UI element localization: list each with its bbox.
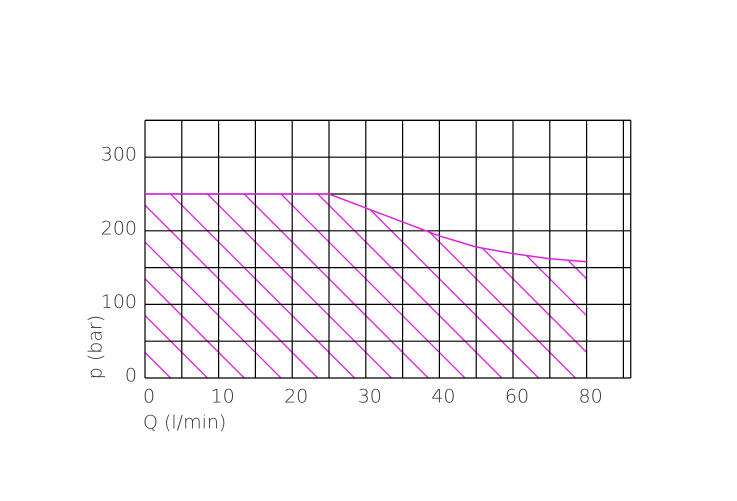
hatch-line <box>649 120 737 378</box>
y-tick-label: 300 <box>101 144 137 166</box>
hatch-line <box>145 194 356 378</box>
hatch-line <box>145 194 392 378</box>
hatch-line <box>145 194 245 378</box>
hatch-line <box>390 194 587 378</box>
hatch-line <box>243 194 503 378</box>
hatch-line <box>574 194 587 378</box>
hatch-line <box>145 194 319 378</box>
curve <box>145 193 587 263</box>
y-tick-label: 200 <box>101 217 137 239</box>
hatch-line <box>145 194 282 378</box>
hatch-line <box>0 120 60 378</box>
x-tick-label: 60 <box>505 386 529 408</box>
hatch-line <box>206 194 466 378</box>
x-axis-label: Q (l/min) <box>143 412 226 434</box>
x-tick-label: 40 <box>431 386 455 408</box>
x-tick-label: 0 <box>143 386 155 408</box>
grid <box>144 119 632 379</box>
x-tick-label: 20 <box>284 386 308 408</box>
y-tick-label: 0 <box>125 365 137 387</box>
hatch-line <box>317 194 576 378</box>
y-axis-label: p (bar) <box>85 315 107 379</box>
hatch-line <box>427 194 587 378</box>
y-tick-label: 100 <box>101 291 137 313</box>
hatch-line <box>0 120 97 378</box>
hatch-line <box>170 194 429 378</box>
hatch <box>0 120 737 378</box>
hatch-line <box>145 194 208 378</box>
hatch-line <box>280 194 540 378</box>
hatch-line <box>354 194 587 378</box>
hatch-line <box>464 194 587 378</box>
x-tick-label: 10 <box>211 386 235 408</box>
hatch-line <box>0 120 23 378</box>
hatch-line <box>538 194 587 378</box>
x-tick-label: 30 <box>358 386 382 408</box>
x-tick-label: 80 <box>579 386 603 408</box>
